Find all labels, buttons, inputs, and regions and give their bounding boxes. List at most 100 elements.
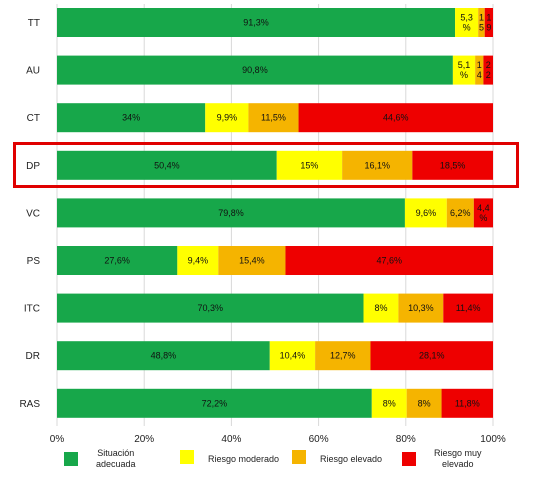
data-label-vc-riesgo-muy-elevado: 4,4% <box>477 203 490 223</box>
category-label-au: AU <box>26 66 40 77</box>
data-label-dr-riesgo-elevado: 12,7% <box>330 351 356 361</box>
data-label-itc-riesgo-muy-elevado: 11,4% <box>456 303 481 313</box>
bar-segment-dr-situaci-n-adecuada <box>57 341 270 371</box>
data-label-ct-riesgo-moderado: 9,9% <box>217 113 238 123</box>
bar-segment-itc-riesgo-moderado <box>363 293 399 323</box>
x-tick-label: 20% <box>134 434 154 445</box>
data-label-dr-riesgo-moderado: 10,4% <box>280 351 306 361</box>
bar-segment-ct-situaci-n-adecuada <box>57 103 206 133</box>
data-label-dr-riesgo-muy-elevado: 28,1% <box>419 351 445 361</box>
bar-segment-dr-riesgo-moderado <box>269 341 316 371</box>
legend-item-riesgo-muy-elevado: Riesgo muy elevado <box>402 448 482 470</box>
data-label-ras-riesgo-moderado: 8% <box>383 398 396 408</box>
data-label-dp-riesgo-moderado: 15% <box>300 160 318 170</box>
legend-swatch <box>402 452 416 466</box>
bar-segment-dp-riesgo-moderado <box>276 150 343 180</box>
bar-segment-dr-riesgo-muy-elevado <box>370 341 493 371</box>
data-label-itc-riesgo-elevado: 10,3% <box>408 303 434 313</box>
data-label-ps-riesgo-elevado: 15,4% <box>239 256 265 266</box>
bar-segment-dp-riesgo-muy-elevado <box>412 150 493 180</box>
bar-segment-vc-riesgo-elevado <box>446 198 474 228</box>
bar-segment-ps-riesgo-elevado <box>218 246 286 275</box>
data-label-ps-situaci-n-adecuada: 27,6% <box>104 256 130 266</box>
category-label-tt: TT <box>28 18 40 29</box>
bar-segment-ct-riesgo-moderado <box>205 103 249 133</box>
data-label-au-situaci-n-adecuada: 90,8% <box>242 65 268 75</box>
data-label-dp-riesgo-muy-elevado: 18,5% <box>440 160 466 170</box>
category-label-ct: CT <box>27 113 40 124</box>
bar-segment-itc-situaci-n-adecuada <box>57 293 364 323</box>
stacked-bar-chart: 91,3% 5,3 % 1 51 9 90,8% 5,1 % 1 42 2 34% 9,9% 11,5% 44… <box>19 4 506 445</box>
category-label-ras: RAS <box>19 399 40 410</box>
legend-label: Situación adecuada <box>96 448 136 469</box>
data-label-ras-riesgo-muy-elevado: 11,8% <box>455 398 480 408</box>
bar-segment-tt-riesgo-moderado <box>455 8 479 37</box>
bar-segment-ras-riesgo-muy-elevado <box>441 388 493 418</box>
bar-segment-itc-riesgo-muy-elevado <box>443 293 493 323</box>
legend-item-riesgo-moderado: Riesgo moderado <box>180 448 279 465</box>
data-label-tt-situaci-n-adecuada: 91,3% <box>243 18 269 28</box>
legend-swatch <box>64 452 78 466</box>
category-label-dr: DR <box>26 351 40 362</box>
data-label-ras-riesgo-elevado: 8% <box>418 398 431 408</box>
legend-swatch <box>292 449 306 464</box>
bar-segment-tt-riesgo-muy-elevado <box>484 8 493 37</box>
legend-item-riesgo-elevado: Riesgo elevado <box>292 448 382 465</box>
bar-segment-dp-situaci-n-adecuada <box>57 150 277 180</box>
category-label-vc: VC <box>26 208 40 219</box>
data-label-tt-riesgo-moderado: 5,3% <box>460 13 473 33</box>
bar-segment-au-riesgo-moderado <box>452 55 476 85</box>
x-tick-label: 40% <box>221 434 241 445</box>
bar-segment-vc-riesgo-muy-elevado <box>473 198 493 228</box>
bar-segment-itc-riesgo-elevado <box>398 293 444 323</box>
data-label-ct-riesgo-elevado: 11,5% <box>261 113 286 123</box>
data-label-vc-riesgo-elevado: 6,2% <box>450 208 471 218</box>
legend-swatch <box>180 449 194 464</box>
bar-segment-dr-riesgo-elevado <box>315 341 371 371</box>
data-label-ct-situaci-n-adecuada: 34% <box>122 113 140 123</box>
bar-segment-au-riesgo-elevado <box>475 55 484 85</box>
data-label-itc-situaci-n-adecuada: 70,3% <box>197 303 223 313</box>
category-label-itc: ITC <box>24 304 40 315</box>
dp-highlight-box <box>13 142 519 188</box>
bar-segment-vc-riesgo-moderado <box>404 198 447 228</box>
bars: 91,3% 5,3 % 1 51 9 90,8% 5,1 % 1 42 2 34% 9,9% 11,5% 44… <box>57 8 493 418</box>
data-label-ct-riesgo-muy-elevado: 44,6% <box>383 113 409 123</box>
bar-segment-ras-riesgo-moderado <box>371 388 407 418</box>
data-label-dp-situaci-n-adecuada: 50,4% <box>154 160 180 170</box>
bar-segment-tt-riesgo-elevado <box>478 8 485 37</box>
legend-label: Riesgo moderado <box>208 454 280 464</box>
legend-item-situacion-adecuada: Situación adecuada <box>64 448 136 470</box>
legend: Situación adecuada Riesgo moderado Riesg… <box>0 448 536 491</box>
bar-segment-au-riesgo-muy-elevado <box>483 55 493 85</box>
bar-segment-vc-situaci-n-adecuada <box>57 198 405 228</box>
x-tick-label: 80% <box>396 434 416 445</box>
data-label-itc-riesgo-moderado: 8% <box>374 303 387 313</box>
data-label-vc-riesgo-moderado: 9,6% <box>416 208 437 218</box>
x-tick-labels: 0% 20% 40% 60% 80% 100% <box>50 434 506 445</box>
bar-segment-ps-situaci-n-adecuada <box>57 246 178 275</box>
data-label-ras-situaci-n-adecuada: 72,2% <box>202 398 228 408</box>
category-label-dp: DP <box>26 161 40 172</box>
data-label-ps-riesgo-muy-elevado: 47,6% <box>376 256 402 266</box>
data-label-au-riesgo-moderado: 5,1% <box>458 60 471 80</box>
bar-segment-ras-situaci-n-adecuada <box>57 388 372 418</box>
data-label-vc-situaci-n-adecuada: 79,8% <box>218 208 244 218</box>
bar-segment-ct-riesgo-muy-elevado <box>298 103 493 133</box>
bar-segment-ras-riesgo-elevado <box>406 388 442 418</box>
x-tick-label: 100% <box>480 434 506 445</box>
x-tick-label: 0% <box>50 434 65 445</box>
data-label-dr-situaci-n-adecuada: 48,8% <box>151 351 177 361</box>
bar-segment-ct-riesgo-elevado <box>248 103 299 133</box>
bar-segment-tt-situaci-n-adecuada <box>57 8 456 37</box>
data-label-dp-riesgo-elevado: 16,1% <box>364 160 390 170</box>
legend-label: Riesgo elevado <box>320 454 383 464</box>
bar-segment-ps-riesgo-moderado <box>177 246 219 275</box>
bar-segment-dp-riesgo-elevado <box>342 150 413 180</box>
category-label-ps: PS <box>27 256 41 267</box>
bar-segment-ps-riesgo-muy-elevado <box>285 246 493 275</box>
data-label-ps-riesgo-moderado: 9,4% <box>188 256 209 266</box>
